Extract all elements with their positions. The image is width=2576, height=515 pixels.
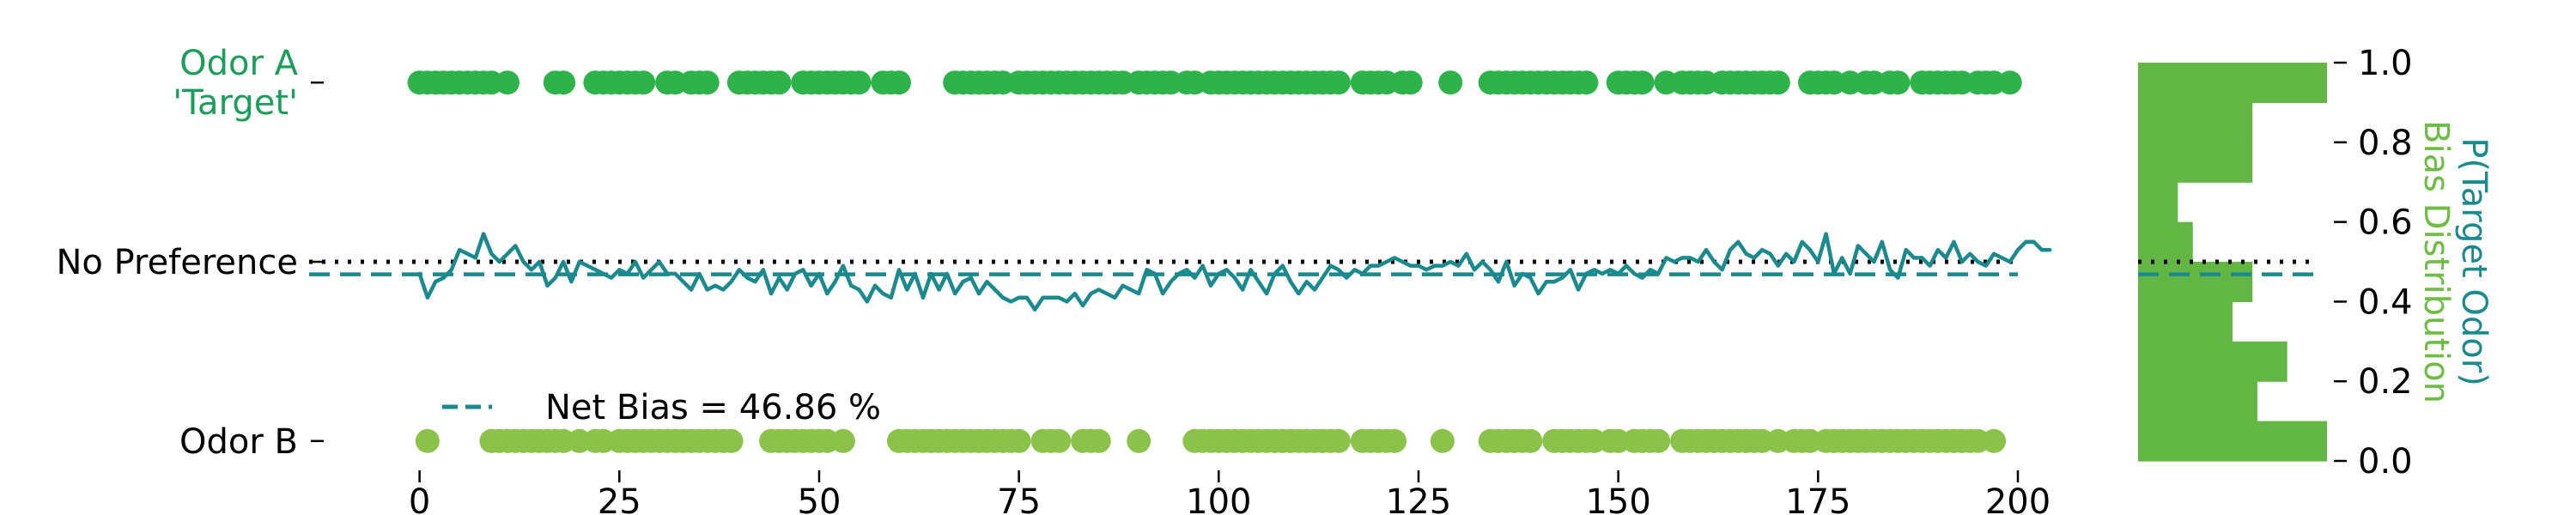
histogram-bar <box>2138 421 2327 462</box>
histogram-bar <box>2138 262 2253 302</box>
histogram-bar <box>2138 63 2327 103</box>
hist-y-tick-label: 1.0 <box>2358 44 2413 83</box>
odor-b-choice-point <box>719 428 744 453</box>
y-category-label-line: Odor A <box>179 44 299 83</box>
odor-a-choice-point <box>1438 70 1463 95</box>
odor-a-choice-point <box>495 70 519 95</box>
y-category-label-line: Odor B <box>179 422 298 462</box>
y-category-label: No Preference <box>56 243 298 282</box>
legend-label: Net Bias = 46.86 % <box>545 388 881 427</box>
odor-b-choice-point <box>1006 428 1031 453</box>
trace-layer <box>417 232 2052 312</box>
odor-a-choice-point <box>551 70 576 95</box>
odor-a-choice-point <box>847 70 872 95</box>
hist-y-tick-label: 0.0 <box>2358 442 2413 482</box>
hist-y-tick-label: 0.6 <box>2358 203 2413 243</box>
odor-b-choice-point <box>1326 428 1351 453</box>
histogram-bar <box>2138 341 2287 382</box>
odor-a-choice-point <box>1765 70 1790 95</box>
y-category-label-line: No Preference <box>56 243 298 282</box>
odor-b-choice-point <box>415 428 440 453</box>
histogram-bar <box>2138 221 2193 263</box>
histogram-bars <box>2138 63 2327 462</box>
odor-b-choice-point <box>1127 428 1151 453</box>
histogram-panel: 0.0 0.2 0.4 0.6 0.8 1.0 P(Target Odor) Bias D… <box>2138 44 2494 482</box>
odor-b-choice-point <box>1047 428 1072 453</box>
odor-a-choice-point <box>1326 70 1351 95</box>
odor-a-choice-point <box>767 70 792 95</box>
x-tick-label: 150 <box>1585 482 1650 515</box>
odor-b-choice-point <box>1430 428 1455 453</box>
odor-a-choice-point <box>1997 70 2022 95</box>
odor-b-choice-point <box>1982 428 2007 453</box>
histogram-bar <box>2138 381 2257 422</box>
p-target-trace <box>417 232 2052 312</box>
odor-b-choice-point <box>1382 428 1407 453</box>
y-category-axis: Odor A 'Target' No Preference Odor B <box>56 44 324 462</box>
legend: Net Bias = 46.86 % <box>442 388 881 427</box>
histogram-bar <box>2138 142 2253 183</box>
histogram-y-axis: 0.0 0.2 0.4 0.6 0.8 1.0 <box>2334 44 2413 482</box>
histogram-bar <box>2138 182 2178 223</box>
histogram-bar <box>2138 301 2233 342</box>
y-category-label: Odor A 'Target' <box>173 44 298 123</box>
histogram-bar <box>2138 102 2253 143</box>
odor-a-choice-point <box>1398 70 1423 95</box>
y-category-label: Odor B <box>179 422 298 462</box>
odor-b-choice-point <box>1646 428 1671 453</box>
odor-b-choice-point <box>830 428 855 453</box>
x-tick-label: 125 <box>1386 482 1451 515</box>
hist-y-tick-label: 0.4 <box>2358 282 2413 322</box>
odor-a-choice-point <box>1574 70 1599 95</box>
y-axis-title-secondary: Bias Distribution <box>2416 120 2456 403</box>
x-tick-label: 25 <box>598 482 641 515</box>
y-axis-title-primary: P(Target Odor) <box>2454 137 2494 386</box>
odor-a-choice-point <box>1886 70 1911 95</box>
odor-b-choice-point <box>1086 428 1111 453</box>
odor-a-choice-point <box>1630 70 1655 95</box>
x-tick-label: 175 <box>1785 482 1850 515</box>
odor-b-choice-point <box>1518 428 1543 453</box>
dots-layer <box>407 70 2022 453</box>
odor-a-choice-point <box>631 70 656 95</box>
main-panel: 0 25 50 75 100 125 150 175 200 Odor A 'Target' No … <box>56 44 2052 515</box>
y-category-label-line: 'Target' <box>173 83 298 123</box>
x-axis: 0 25 50 75 100 125 150 175 200 <box>409 470 2050 515</box>
reference-lines <box>309 259 2018 276</box>
hist-y-tick-label: 0.8 <box>2358 124 2413 163</box>
hist-y-tick-label: 0.2 <box>2358 362 2413 402</box>
odor-a-choice-point <box>887 70 911 95</box>
histogram-reference-lines <box>2138 259 2318 276</box>
x-tick-label: 200 <box>1985 482 2050 515</box>
odor-a-choice-point <box>695 70 720 95</box>
x-tick-label: 75 <box>997 482 1041 515</box>
x-tick-label: 0 <box>409 482 430 515</box>
x-tick-label: 100 <box>1186 482 1251 515</box>
x-tick-label: 50 <box>798 482 841 515</box>
